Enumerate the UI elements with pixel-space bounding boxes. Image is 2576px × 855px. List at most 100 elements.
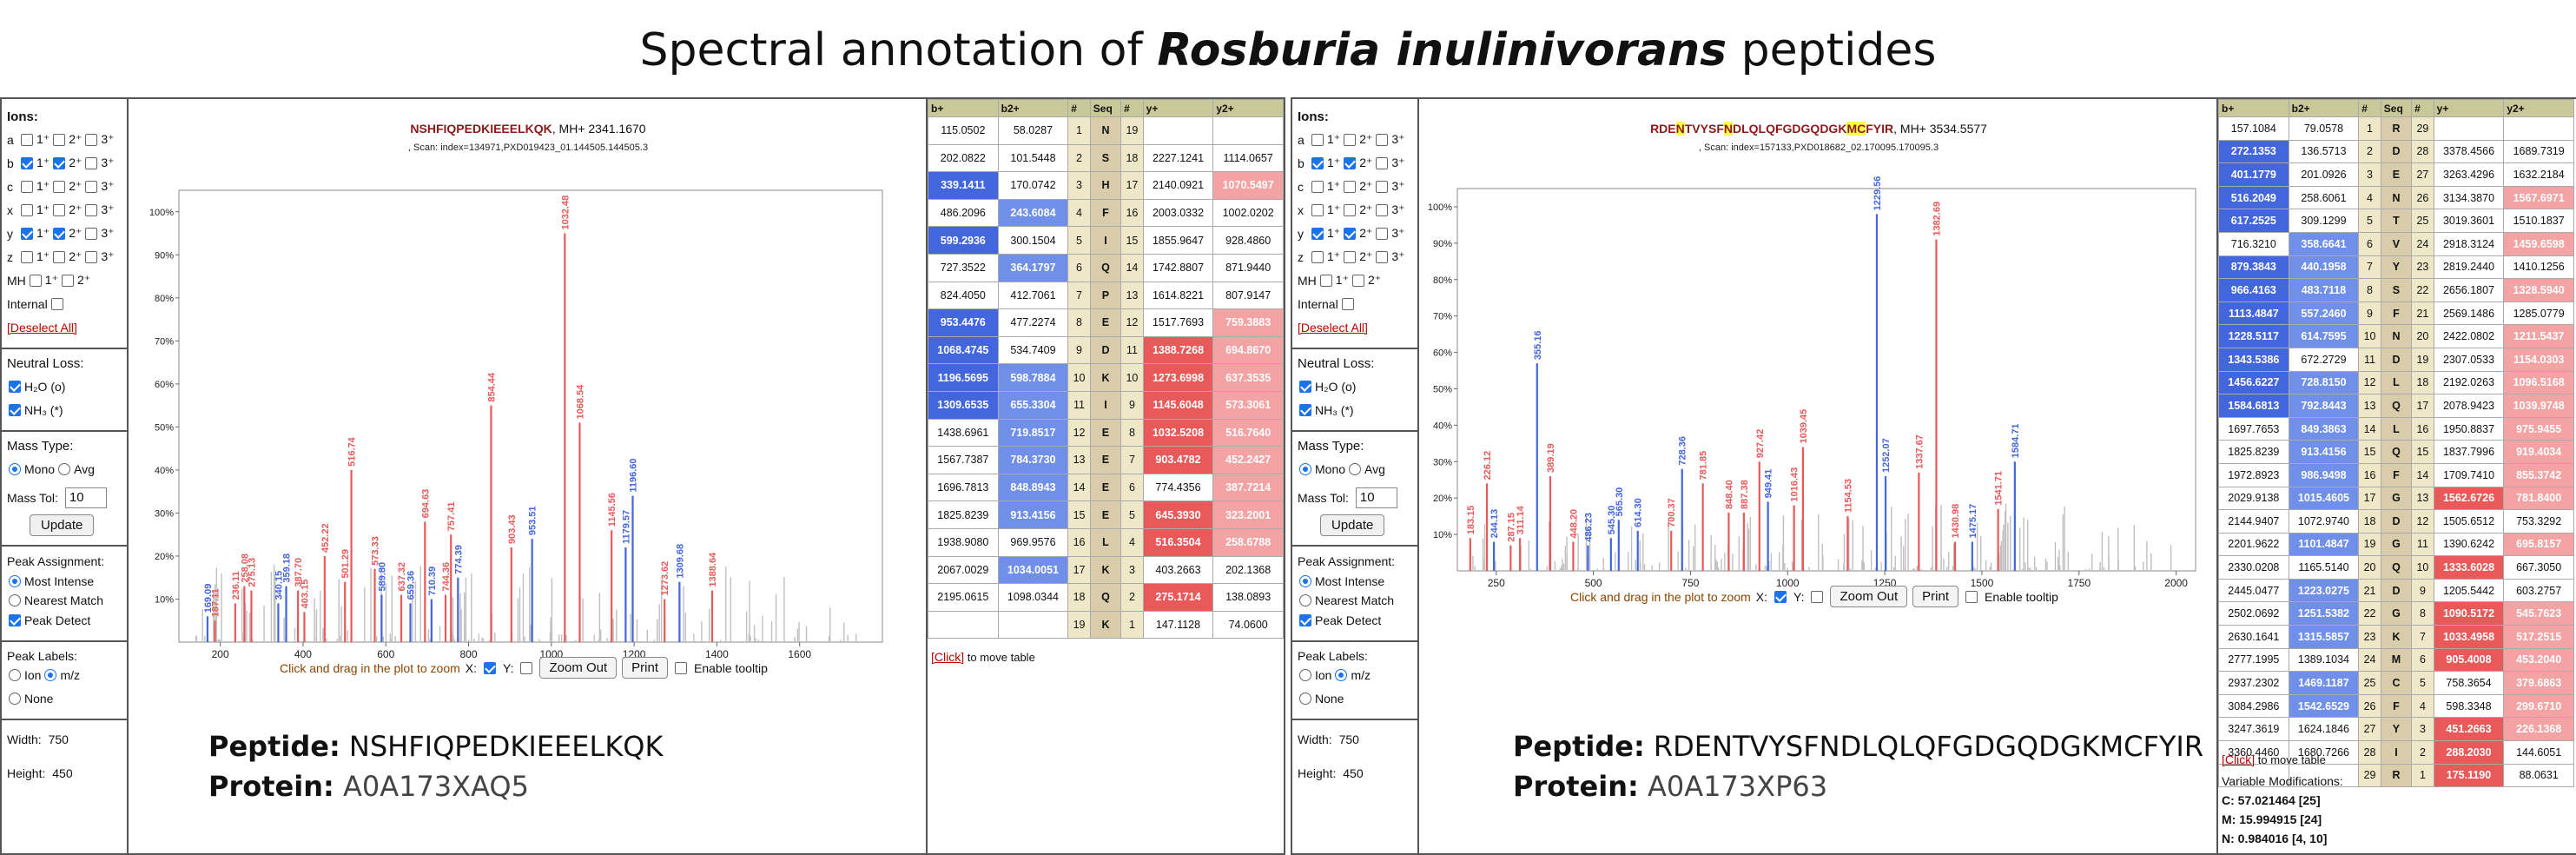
most-intense-radio[interactable] [9,574,21,587]
mass-tol-input[interactable]: 10 [64,487,107,508]
mass-tol-input[interactable]: 10 [1355,487,1397,508]
ion-z-charge1-checkbox[interactable] [21,250,33,263]
nh3-label: NH₃ (*) [24,402,63,417]
internal-checkbox[interactable] [50,297,63,310]
ion-y-charge1-checkbox[interactable] [1311,227,1324,240]
fragment-ion-table: b+ b2+ # Seq # y+ y2+ 115.0502 58.0287 1 N 19 202.08… [928,99,1284,640]
ion-y-charge2-checkbox[interactable] [53,227,66,240]
ion-b-charge2-checkbox[interactable] [1344,156,1357,169]
width-value[interactable]: 750 [1338,732,1359,746]
table-row: 2029.9138 1015.4605 17 G 13 1562.6726 781.8400 [2218,486,2574,511]
deselect-all-link[interactable]: [Deselect All] [1298,320,1368,335]
zoom-out-button[interactable]: Zoom Out [1830,586,1908,607]
update-button[interactable]: Update [30,514,95,536]
deselect-all-link[interactable]: [Deselect All] [7,320,77,335]
ion-z-charge1-checkbox[interactable] [1311,250,1324,263]
ion-c-charge2-checkbox[interactable] [53,180,66,193]
ion-label-radio[interactable] [1299,668,1311,681]
y-zoom-checkbox[interactable] [1811,590,1824,603]
h2o-checkbox[interactable] [9,380,21,393]
table-row: 2445.0477 1223.0275 21 D 9 1205.5442 603.2757 [2218,578,2574,603]
ion-label-radio[interactable] [9,668,21,681]
ion-y-charge1-checkbox[interactable] [21,227,33,240]
mh-charge2-checkbox[interactable] [1351,274,1364,287]
ion-x-charge2-checkbox[interactable] [1344,203,1357,216]
mh-charge1-checkbox[interactable] [29,274,42,287]
avg-radio[interactable] [1349,462,1362,475]
charge-label: 2⁺ [76,273,91,287]
mz-label-radio[interactable] [1335,668,1348,681]
table-row: 617.2525 309.1299 5 T 25 3019.3601 1510.1837 [2218,209,2574,233]
ion-b-charge2-checkbox[interactable] [53,156,66,169]
ion-b-charge1-checkbox[interactable] [21,156,33,169]
nh3-checkbox[interactable] [9,403,21,416]
ion-c-charge1-checkbox[interactable] [21,180,33,193]
mono-radio[interactable] [9,462,21,475]
height-value[interactable]: 450 [52,766,73,780]
nh3-checkbox[interactable] [1299,403,1311,416]
ion-a-charge3-checkbox[interactable] [85,133,98,146]
mh-label: MH [7,273,26,288]
ion-a-charge1-checkbox[interactable] [1311,133,1324,146]
ion-a-charge2-checkbox[interactable] [53,133,66,146]
ion-z-charge2-checkbox[interactable] [1344,250,1357,263]
print-button[interactable]: Print [1912,586,1959,607]
table-cell: 9 [2411,578,2434,603]
nearest-match-radio[interactable] [9,594,21,606]
ion-a-charge1-checkbox[interactable] [21,133,33,146]
ion-c-charge2-checkbox[interactable] [1344,180,1357,193]
spectrum-chart[interactable]: 10% 20% 30% 40% 50% 60% 70% 80% 90% 100% 200 400 600… [129,164,926,720]
none-label-radio[interactable] [1299,692,1311,705]
modification-entry: C: 57.021464 [25] [2222,793,2321,807]
mz-label-radio[interactable] [44,668,57,681]
ion-x-charge3-checkbox[interactable] [85,203,98,216]
y-zoom-label: Y: [503,660,514,675]
width-value[interactable]: 750 [48,732,69,746]
ion-b-charge1-checkbox[interactable] [1311,156,1324,169]
mh-charge1-checkbox[interactable] [1319,274,1332,287]
avg-radio[interactable] [58,462,71,475]
peak-labels-heading: Peak Labels: [1298,649,1368,663]
ion-b-charge3-checkbox[interactable] [1376,156,1389,169]
tooltip-checkbox[interactable] [1965,590,1978,603]
ion-x-charge1-checkbox[interactable] [21,203,33,216]
none-label-radio[interactable] [9,692,21,705]
ion-z-charge3-checkbox[interactable] [85,250,98,263]
ion-x-charge2-checkbox[interactable] [53,203,66,216]
x-zoom-checkbox[interactable] [484,661,497,674]
internal-checkbox[interactable] [1341,297,1354,310]
click-link[interactable]: [Click] [931,650,965,664]
zoom-out-button[interactable]: Zoom Out [539,657,618,679]
ion-y-charge3-checkbox[interactable] [1376,227,1389,240]
ion-x-charge3-checkbox[interactable] [1376,203,1389,216]
update-button[interactable]: Update [1320,514,1385,536]
tooltip-checkbox[interactable] [675,661,688,674]
ion-z-charge3-checkbox[interactable] [1376,250,1389,263]
h2o-checkbox[interactable] [1299,380,1311,393]
ion-x-charge1-checkbox[interactable] [1311,203,1324,216]
y-zoom-checkbox[interactable] [520,661,533,674]
ion-b-charge3-checkbox[interactable] [85,156,98,169]
ion-y-charge2-checkbox[interactable] [1344,227,1357,240]
mono-radio[interactable] [1299,462,1311,475]
peak-detect-checkbox[interactable] [9,613,21,626]
height-value[interactable]: 450 [1343,766,1364,780]
peak-detect-checkbox[interactable] [1299,613,1311,626]
most-intense-radio[interactable] [1299,574,1311,587]
ion-a-charge3-checkbox[interactable] [1376,133,1389,146]
spectrum-chart[interactable]: 10% 20% 30% 40% 50% 60% 70% 80% 90% 100% 250 500 750… [1419,164,2216,668]
table-cell: 599.2936 [928,226,999,255]
ion-c-charge3-checkbox[interactable] [85,180,98,193]
click-link[interactable]: [Click] [2222,752,2256,766]
mh-charge2-checkbox[interactable] [61,274,74,287]
print-button[interactable]: Print [622,657,669,679]
ion-c-charge1-checkbox[interactable] [1311,180,1324,193]
nearest-match-radio[interactable] [1299,594,1311,606]
x-zoom-checkbox[interactable] [1774,590,1787,603]
ion-c-charge3-checkbox[interactable] [1376,180,1389,193]
ion-y-charge3-checkbox[interactable] [85,227,98,240]
ion-a-charge2-checkbox[interactable] [1344,133,1357,146]
divider [1292,719,1417,720]
ion-z-charge2-checkbox[interactable] [53,250,66,263]
width-label: Width: [1298,732,1332,746]
